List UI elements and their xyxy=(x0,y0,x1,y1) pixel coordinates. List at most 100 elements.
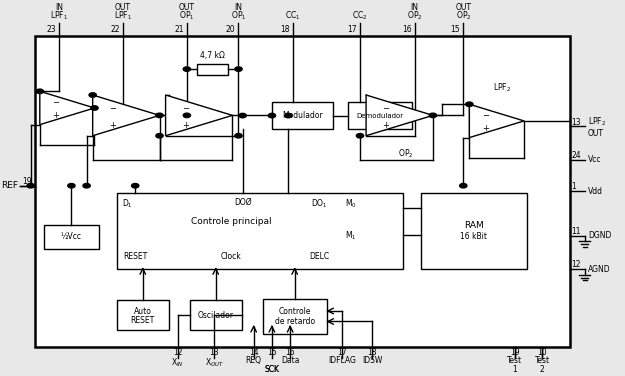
Text: 13: 13 xyxy=(209,348,219,357)
Text: DOØ: DOØ xyxy=(234,197,251,206)
Circle shape xyxy=(459,183,467,188)
Circle shape xyxy=(27,183,34,188)
Circle shape xyxy=(156,133,163,138)
Text: LPF$_2$
OUT: LPF$_2$ OUT xyxy=(588,115,606,138)
Text: CC$_2$: CC$_2$ xyxy=(352,9,368,22)
Text: 1: 1 xyxy=(571,182,576,191)
Bar xyxy=(35,36,569,347)
Text: 20: 20 xyxy=(226,25,236,34)
Circle shape xyxy=(466,102,473,106)
Text: DGND: DGND xyxy=(588,231,611,240)
Text: OP$_1$: OP$_1$ xyxy=(179,9,194,22)
Text: IN: IN xyxy=(55,3,63,12)
Text: Demodulador: Demodulador xyxy=(356,112,403,118)
Text: Oscilador: Oscilador xyxy=(198,311,234,320)
Text: IN: IN xyxy=(411,3,419,12)
Text: 12: 12 xyxy=(173,348,182,357)
Text: Vcc: Vcc xyxy=(588,155,601,164)
Text: OP$_2$: OP$_2$ xyxy=(456,9,471,22)
Text: OUT: OUT xyxy=(179,3,195,12)
Text: 16 kBit: 16 kBit xyxy=(461,232,488,241)
Circle shape xyxy=(91,106,98,110)
Text: REF: REF xyxy=(1,181,18,190)
Text: 18: 18 xyxy=(368,348,377,357)
Text: Clock: Clock xyxy=(221,252,242,261)
Text: $-$: $-$ xyxy=(182,102,190,111)
Text: 18: 18 xyxy=(281,25,290,34)
Text: 17: 17 xyxy=(348,25,357,34)
Text: 10: 10 xyxy=(538,348,547,357)
Polygon shape xyxy=(92,95,159,136)
Text: RAM: RAM xyxy=(464,221,484,230)
Bar xyxy=(198,64,228,75)
Text: 14: 14 xyxy=(249,348,259,357)
Text: 12: 12 xyxy=(571,260,581,269)
Text: AGND: AGND xyxy=(588,264,611,273)
Text: 2: 2 xyxy=(540,364,544,373)
Text: LPF$_1$: LPF$_1$ xyxy=(50,9,68,22)
Polygon shape xyxy=(469,104,524,138)
Bar xyxy=(421,193,527,269)
Text: 19: 19 xyxy=(510,348,520,357)
Text: OP$_2$: OP$_2$ xyxy=(398,148,414,161)
Text: 22: 22 xyxy=(111,25,120,34)
Text: 21: 21 xyxy=(174,25,184,34)
Text: $+$: $+$ xyxy=(382,120,390,130)
Text: Data: Data xyxy=(281,356,299,365)
Text: Controle principal: Controle principal xyxy=(191,217,271,226)
Text: 23: 23 xyxy=(47,25,56,34)
Text: $+$: $+$ xyxy=(482,123,490,133)
Bar xyxy=(44,224,99,249)
Text: SCK: SCK xyxy=(264,364,279,373)
Text: Test: Test xyxy=(508,356,522,365)
Text: $+$: $+$ xyxy=(52,111,60,120)
Circle shape xyxy=(131,183,139,188)
Circle shape xyxy=(268,113,276,118)
Circle shape xyxy=(183,67,191,71)
Text: 4,7 kΩ: 4,7 kΩ xyxy=(200,51,225,60)
Text: DO$_1$: DO$_1$ xyxy=(311,197,328,210)
Text: 15: 15 xyxy=(451,25,460,34)
Text: $+$: $+$ xyxy=(182,120,189,130)
Text: Test: Test xyxy=(535,356,550,365)
Circle shape xyxy=(83,183,90,188)
Circle shape xyxy=(239,113,246,118)
Circle shape xyxy=(183,113,191,118)
Bar xyxy=(117,193,402,269)
Text: CC$_1$: CC$_1$ xyxy=(286,9,301,22)
Text: 11: 11 xyxy=(571,227,581,236)
Circle shape xyxy=(235,133,242,138)
Text: $-$: $-$ xyxy=(382,102,390,111)
Text: LPF$_2$: LPF$_2$ xyxy=(493,82,511,94)
Bar xyxy=(262,299,327,334)
Text: Auto: Auto xyxy=(134,307,152,316)
Text: 1: 1 xyxy=(512,364,518,373)
Text: 13: 13 xyxy=(571,118,581,127)
Polygon shape xyxy=(366,95,433,136)
Text: de retardo: de retardo xyxy=(274,317,315,326)
Text: RESET: RESET xyxy=(131,316,155,325)
Text: 15: 15 xyxy=(267,348,277,357)
Circle shape xyxy=(429,113,437,118)
Text: X$_{OUT}$: X$_{OUT}$ xyxy=(204,356,224,368)
Text: $-$: $-$ xyxy=(52,96,60,105)
Text: Vdd: Vdd xyxy=(588,187,603,196)
Text: 19: 19 xyxy=(22,177,32,186)
Text: Controle: Controle xyxy=(279,307,311,316)
Text: 16: 16 xyxy=(402,25,412,34)
Text: $-$: $-$ xyxy=(482,109,490,118)
Bar xyxy=(348,102,412,129)
Circle shape xyxy=(235,67,242,71)
Text: 17: 17 xyxy=(337,348,347,357)
Text: $+$: $+$ xyxy=(109,120,117,130)
Text: M$_0$: M$_0$ xyxy=(345,197,357,210)
Circle shape xyxy=(68,183,75,188)
Text: D$_1$: D$_1$ xyxy=(122,197,132,210)
Polygon shape xyxy=(40,91,94,124)
Circle shape xyxy=(36,89,44,94)
Text: OP$_1$: OP$_1$ xyxy=(231,9,246,22)
Text: OUT: OUT xyxy=(455,3,471,12)
Text: IN: IN xyxy=(234,3,242,12)
Bar xyxy=(190,300,241,330)
Text: $-$: $-$ xyxy=(109,102,117,111)
